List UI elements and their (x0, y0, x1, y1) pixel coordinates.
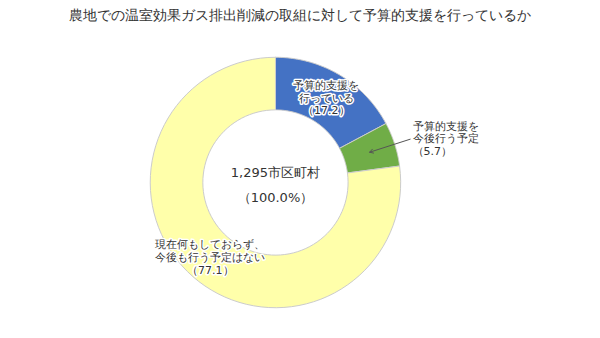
svg-text:（100.0%）: （100.0%） (238, 190, 314, 205)
svg-text:予算的支援を今後行う予定（5.7）: 予算的支援を今後行う予定（5.7） (413, 120, 479, 158)
svg-text:予算的支援を行っている（17.2）: 予算的支援を行っている（17.2） (293, 79, 359, 117)
html-text:農地での温室効果ガス排出削減の取組に対して予算的支援を行って: 農地での温室効果ガス排出削減の取組に対して予算的支援を行っているか (69, 7, 531, 23)
svg-text:現在何もしておらず、今後も行う予定はない（77.1）: 現在何もしておらず、今後も行う予定はない（77.1） (155, 238, 265, 276)
svg-text:1,295市区町村: 1,295市区町村 (231, 165, 320, 180)
